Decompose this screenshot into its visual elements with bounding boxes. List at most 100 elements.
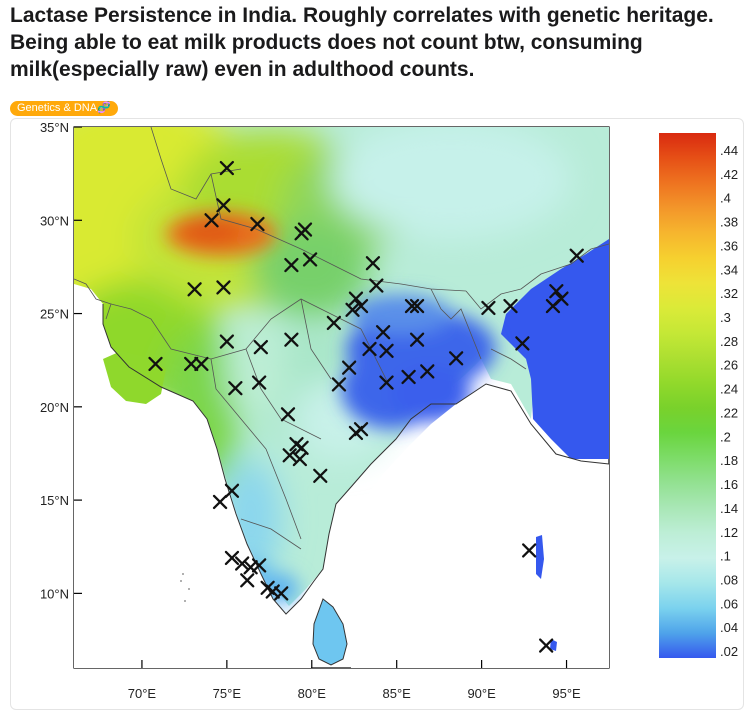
colorbar-label: .04 <box>720 620 738 635</box>
lon-tick-label: 75°E <box>213 686 242 701</box>
sample-site-marker <box>187 282 202 297</box>
sample-site-marker <box>228 381 243 396</box>
colorbar-label: .42 <box>720 167 738 182</box>
lat-tick-label: 20°N <box>40 400 69 415</box>
sample-site-marker <box>313 468 328 484</box>
sample-site-marker <box>375 325 391 340</box>
sample-site-marker <box>302 252 318 267</box>
colorbar-label: .1 <box>720 549 731 564</box>
sample-site-marker <box>365 256 381 271</box>
sample-sites <box>148 160 584 653</box>
sample-site-marker <box>331 377 347 392</box>
sample-site-marker <box>554 291 569 306</box>
sample-site-marker <box>420 364 435 379</box>
colorbar-label: .12 <box>720 525 738 540</box>
colorbar-label: .02 <box>720 644 738 659</box>
sample-site-marker <box>284 332 299 347</box>
sample-site-marker <box>515 336 530 351</box>
colorbar-gradient <box>659 133 716 658</box>
post-flair[interactable]: Genetics & DNA🧬 <box>10 101 118 116</box>
sample-site-marker <box>216 280 231 295</box>
sample-site-marker <box>184 356 199 372</box>
lat-tick-label: 25°N <box>40 307 69 322</box>
colorbar-label: .28 <box>720 334 738 349</box>
colorbar-label: .06 <box>720 596 738 611</box>
colorbar-label: .22 <box>720 405 738 420</box>
sample-site-marker <box>409 332 425 347</box>
sample-site-marker <box>251 375 267 390</box>
sample-site-marker <box>219 334 235 349</box>
sample-site-marker <box>326 315 342 331</box>
sample-site-marker <box>379 375 394 390</box>
sample-site-marker <box>539 638 554 653</box>
sample-site-marker <box>345 302 360 317</box>
sample-site-marker <box>234 556 250 571</box>
lat-tick-label: 35°N <box>40 120 69 135</box>
colorbar-label: .24 <box>720 382 738 397</box>
sample-site-marker <box>224 483 240 498</box>
sample-site-marker <box>481 300 496 316</box>
sample-site-marker <box>224 550 240 566</box>
lon-tick-label: 80°E <box>298 686 327 701</box>
sample-site-marker <box>250 216 265 232</box>
latitude-ticks: 35°N 30°N 25°N 20°N 15°N 10°N <box>40 120 82 601</box>
sample-site-marker <box>253 339 268 355</box>
sample-site-marker <box>341 360 357 375</box>
sample-site-marker <box>212 494 228 510</box>
colorbar-label: .16 <box>720 477 738 492</box>
colorbar-label: .18 <box>720 453 738 468</box>
sample-site-marker <box>362 341 377 357</box>
lon-tick-label: 85°E <box>383 686 412 701</box>
sample-site-marker <box>549 284 564 299</box>
lat-tick-label: 10°N <box>40 586 69 601</box>
lat-tick-label: 15°N <box>40 493 69 508</box>
colorbar-label: .08 <box>720 572 738 587</box>
sample-site-marker <box>294 440 309 456</box>
sample-site-marker <box>204 213 219 228</box>
sample-site-marker <box>448 351 464 366</box>
post-title[interactable]: Lactase Persistence in India. Roughly co… <box>10 4 714 81</box>
sea-bay-of-bengal <box>346 384 609 668</box>
sample-site-marker <box>280 407 296 422</box>
sample-site-marker <box>348 291 364 306</box>
sample-site-marker <box>404 298 420 314</box>
land-gujarat <box>103 351 166 404</box>
colorbar-label: .14 <box>720 501 738 516</box>
sample-site-marker <box>369 278 384 293</box>
colorbar-label: .26 <box>720 358 738 373</box>
sample-site-marker <box>240 573 255 588</box>
lat-tick-label: 30°N <box>40 213 69 228</box>
sample-site-marker <box>284 257 299 273</box>
lon-tick-label: 70°E <box>128 686 157 701</box>
lon-tick-label: 95°E <box>552 686 581 701</box>
sample-site-marker <box>569 248 584 263</box>
colorbar-label: .34 <box>720 262 738 277</box>
longitude-ticks: 70°E 75°E 80°E 85°E 90°E 95°E <box>128 660 581 701</box>
sample-site-marker <box>274 586 289 601</box>
sample-site-marker <box>219 160 235 176</box>
sample-site-marker <box>353 298 369 314</box>
colorbar-label: .3 <box>720 310 731 325</box>
lactase-map: 35°N 30°N 25°N 20°N 15°N 10°N 70°E 75°E 80°E 85°… <box>40 120 738 701</box>
sample-site-marker <box>148 356 163 372</box>
colorbar-label: .36 <box>720 238 738 253</box>
sample-site-marker <box>292 451 308 467</box>
sample-site-marker <box>503 298 518 314</box>
sample-site-marker <box>282 448 297 463</box>
sample-site-marker <box>251 558 267 573</box>
colorbar: .44 .42 .4 .38 .36 .34 .32 .3 .28 .26 .24 .22 .2 .18.… <box>659 133 738 659</box>
colorbar-label: .2 <box>720 429 731 444</box>
sample-site-marker <box>409 298 425 314</box>
sample-site-marker <box>353 422 369 437</box>
colorbar-label: .44 <box>720 143 738 158</box>
colorbar-label: .32 <box>720 286 738 301</box>
sample-site-marker <box>216 198 231 213</box>
figure-container: 35°N 30°N 25°N 20°N 15°N 10°N 70°E 75°E 80°E 85°… <box>10 118 744 710</box>
colorbar-label: .4 <box>720 191 731 206</box>
borders <box>74 127 609 550</box>
sample-site-marker <box>522 543 537 558</box>
lon-tick-label: 90°E <box>467 686 496 701</box>
colorbar-label: .38 <box>720 215 738 230</box>
sample-site-marker <box>379 343 394 359</box>
land-northeast <box>501 239 609 459</box>
